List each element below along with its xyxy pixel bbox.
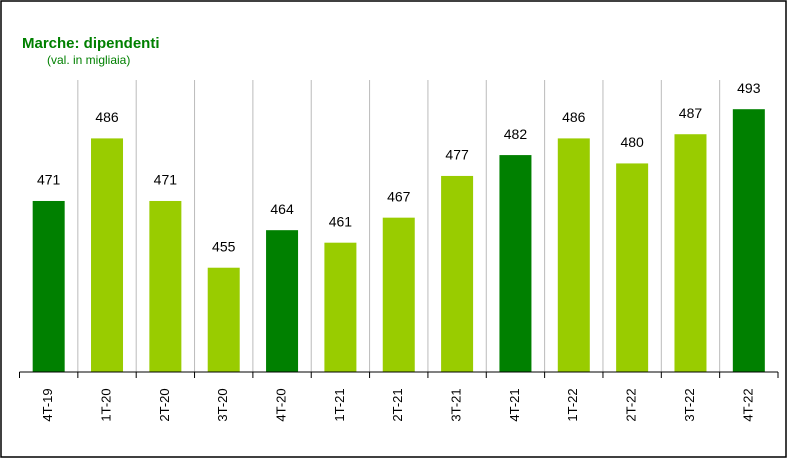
bar — [557, 138, 590, 372]
x-tick-label: 2T-21 — [390, 388, 405, 421]
chart-subtitle: (val. in migliaia) — [47, 53, 130, 67]
chart-title: Marche: dipendenti — [22, 35, 160, 52]
x-tick-label: 1T-22 — [565, 388, 580, 421]
bar — [207, 267, 240, 372]
value-label: 461 — [329, 213, 353, 229]
bar — [674, 134, 707, 372]
x-tick-label: 4T-22 — [740, 388, 755, 421]
bar — [91, 138, 124, 372]
value-label: 471 — [154, 172, 178, 188]
x-tick-label: 4T-21 — [507, 388, 522, 421]
x-tick-label: 4T-20 — [273, 388, 288, 421]
value-label: 482 — [504, 126, 528, 142]
x-tick-label: 3T-22 — [682, 388, 697, 421]
value-label: 486 — [562, 109, 586, 125]
value-label: 493 — [737, 80, 761, 96]
x-tick-label: 3T-20 — [215, 388, 230, 421]
bar — [382, 217, 415, 372]
bar — [324, 242, 357, 372]
x-tick-label: 2T-22 — [624, 388, 639, 421]
bar — [266, 230, 299, 372]
x-tick-label: 2T-20 — [157, 388, 172, 421]
bar — [732, 109, 765, 372]
value-label: 486 — [95, 109, 119, 125]
x-tick-label: 1T-20 — [98, 388, 113, 421]
value-label: 464 — [270, 201, 294, 217]
value-label: 467 — [387, 188, 411, 204]
value-label: 455 — [212, 238, 236, 254]
bar — [149, 200, 182, 372]
x-tick-label: 3T-21 — [449, 388, 464, 421]
value-label: 480 — [620, 134, 644, 150]
bar — [441, 175, 474, 372]
bar — [616, 163, 649, 372]
bar — [32, 200, 65, 372]
value-label: 471 — [37, 172, 61, 188]
x-tick-label: 1T-21 — [332, 388, 347, 421]
bar — [499, 155, 532, 372]
value-label: 477 — [445, 147, 469, 163]
x-tick-label: 4T-19 — [40, 388, 55, 421]
value-label: 487 — [679, 105, 703, 121]
